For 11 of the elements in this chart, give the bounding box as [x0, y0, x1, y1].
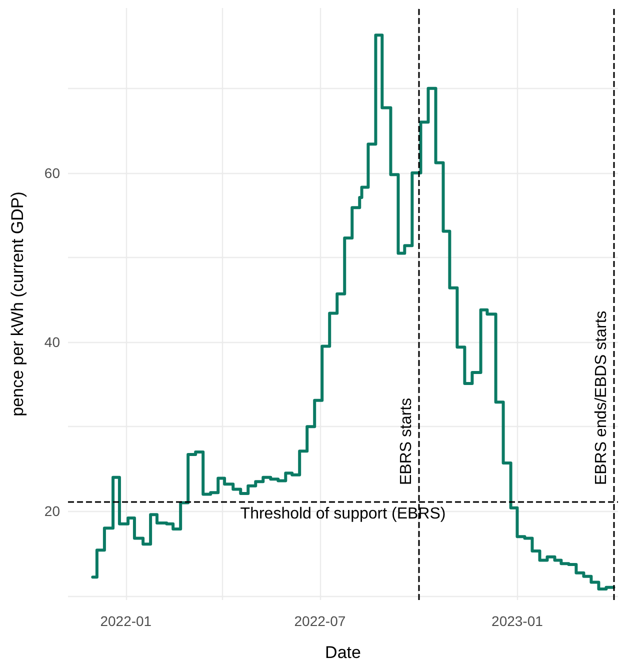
- ref-line-label: Threshold of support (EBRS): [240, 505, 446, 522]
- x-tick-label: 2022-01: [100, 613, 152, 629]
- x-tick-label: 2023-01: [492, 613, 544, 629]
- ref-line-label: EBRS starts: [398, 398, 416, 485]
- y-tick-label: 60: [44, 164, 60, 181]
- ref-line-label: EBRS ends/EBDS starts: [593, 310, 610, 485]
- x-tick-label: 2022-07: [294, 613, 346, 629]
- y-tick-label: 20: [44, 503, 60, 520]
- x-axis-title: Date: [325, 643, 361, 662]
- y-tick-label: 40: [44, 334, 60, 350]
- y-axis-title: pence per kWh (current GDP): [8, 192, 27, 416]
